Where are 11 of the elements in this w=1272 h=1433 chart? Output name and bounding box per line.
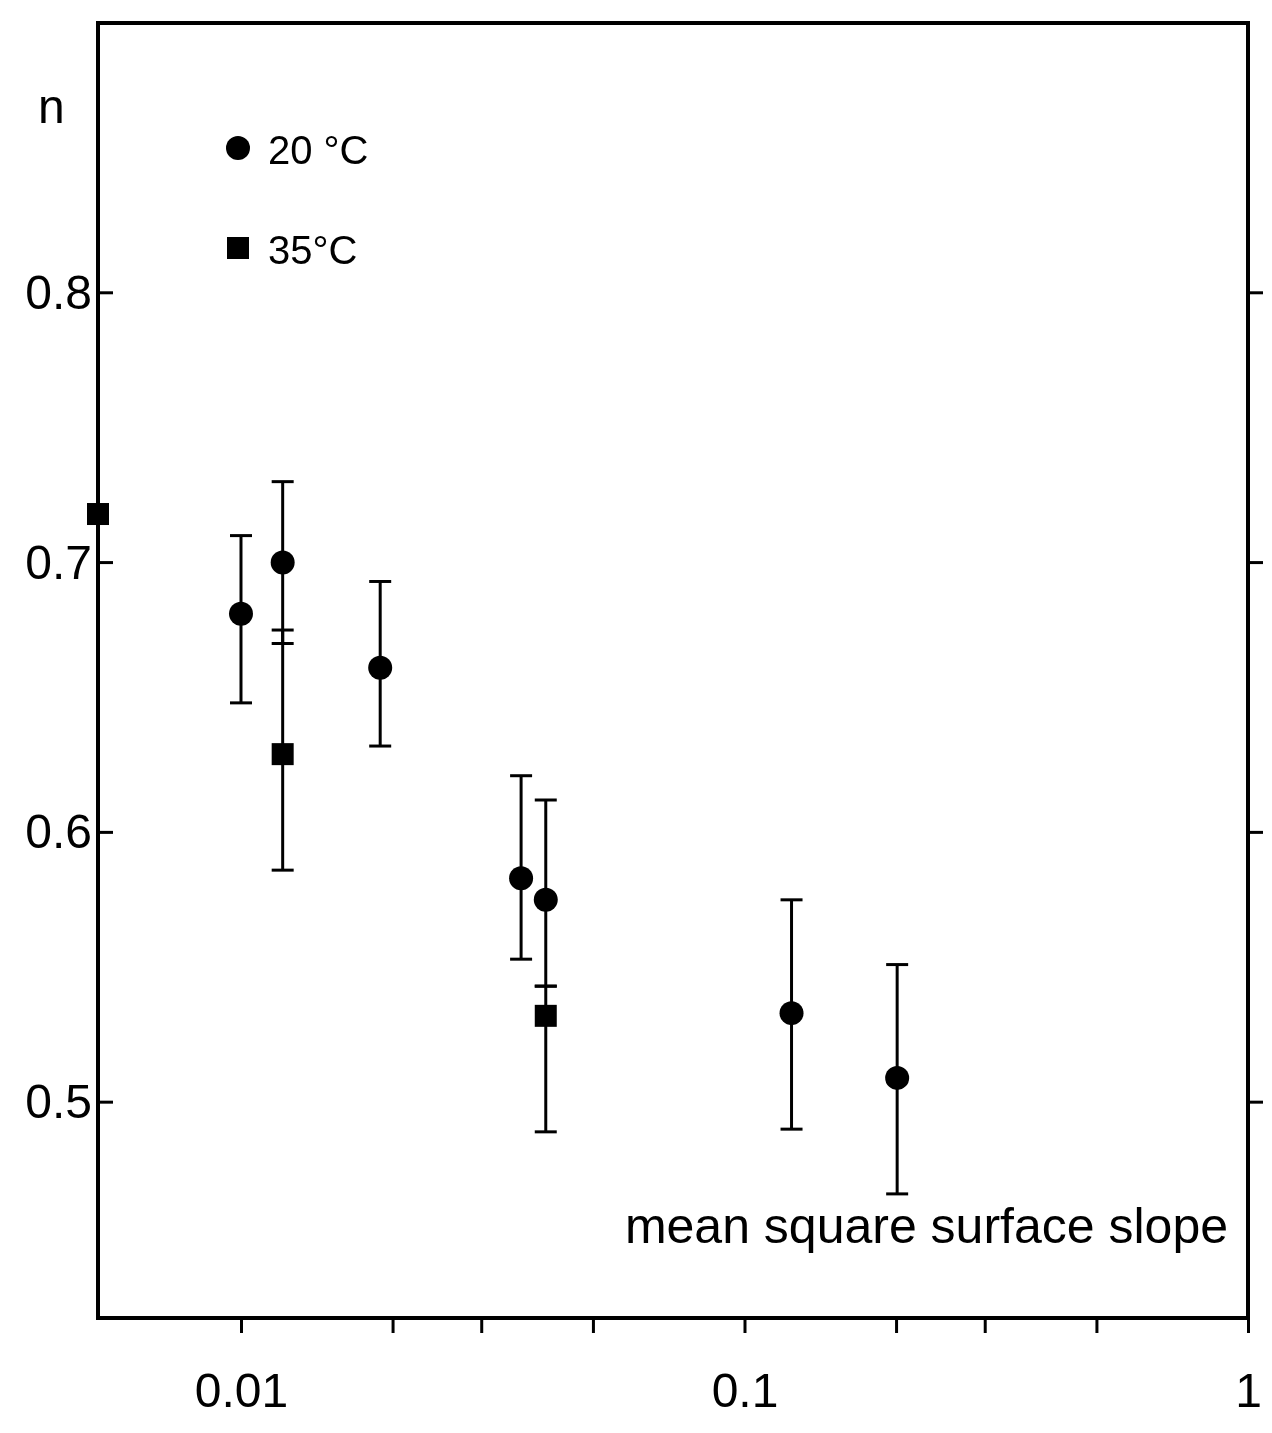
y-tick-label: 0.7 xyxy=(25,535,92,589)
x-tick-label: 0.01 xyxy=(194,1364,289,1418)
x-tick-label: 0.1 xyxy=(711,1364,779,1418)
x-tick-label: 1 xyxy=(1235,1364,1262,1418)
legend-label: 20 °C xyxy=(268,128,369,172)
y-tick-label: 0.8 xyxy=(25,265,92,319)
x-axis-title: mean square surface slope xyxy=(624,1198,1228,1254)
y-tick-label: 0.6 xyxy=(25,805,92,859)
y-axis-title: n xyxy=(38,80,65,133)
y-tick-label: 0.5 xyxy=(25,1075,92,1129)
legend-label: 35°C xyxy=(268,228,358,272)
